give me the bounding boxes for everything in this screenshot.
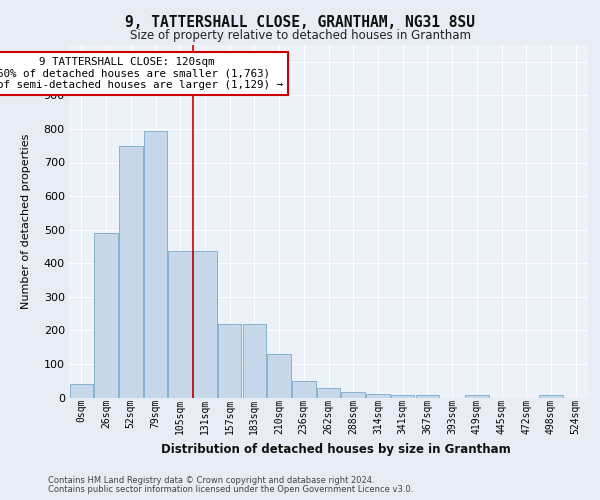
Bar	[70, 384, 93, 398]
Bar	[465, 395, 488, 398]
Bar	[268, 354, 291, 398]
Bar	[193, 252, 217, 398]
Bar	[119, 146, 143, 398]
Bar	[94, 233, 118, 398]
Text: 9, TATTERSHALL CLOSE, GRANTHAM, NG31 8SU: 9, TATTERSHALL CLOSE, GRANTHAM, NG31 8SU	[125, 15, 475, 30]
Text: Contains public sector information licensed under the Open Government Licence v3: Contains public sector information licen…	[48, 485, 413, 494]
Text: 9 TATTERSHALL CLOSE: 120sqm
← 60% of detached houses are smaller (1,763)
38% of : 9 TATTERSHALL CLOSE: 120sqm ← 60% of det…	[0, 56, 283, 90]
Bar	[391, 395, 415, 398]
Bar	[218, 324, 241, 398]
Bar	[169, 252, 192, 398]
Text: Distribution of detached houses by size in Grantham: Distribution of detached houses by size …	[161, 442, 511, 456]
Text: Contains HM Land Registry data © Crown copyright and database right 2024.: Contains HM Land Registry data © Crown c…	[48, 476, 374, 485]
Bar	[341, 392, 365, 398]
Bar	[292, 380, 316, 398]
Bar	[317, 388, 340, 398]
Bar	[416, 395, 439, 398]
Text: Size of property relative to detached houses in Grantham: Size of property relative to detached ho…	[130, 29, 470, 42]
Bar	[539, 395, 563, 398]
Bar	[144, 130, 167, 398]
Y-axis label: Number of detached properties: Number of detached properties	[21, 134, 31, 309]
Bar	[242, 324, 266, 398]
Bar	[366, 394, 389, 398]
